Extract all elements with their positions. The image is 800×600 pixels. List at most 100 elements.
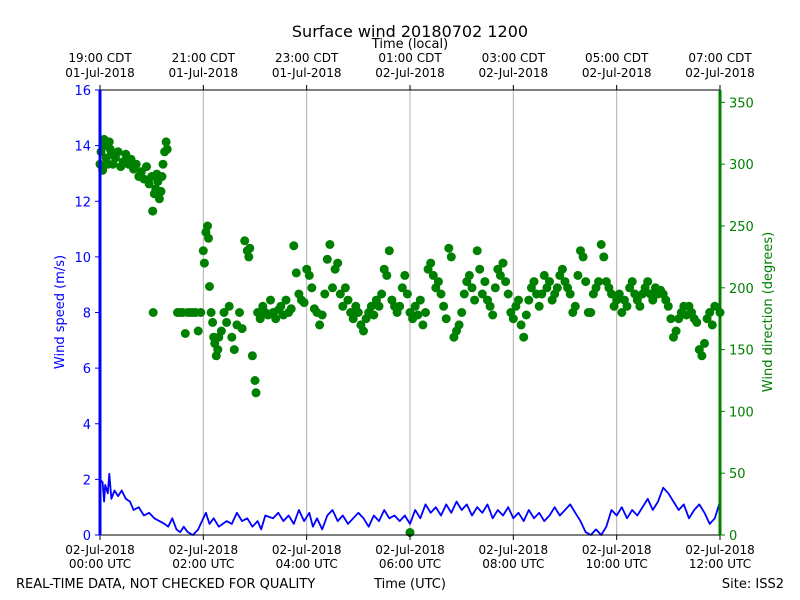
- wind-direction-point: [291, 268, 301, 278]
- wind-direction-point: [250, 376, 260, 385]
- top-tick-time: 07:00 CDT: [688, 51, 752, 65]
- wind-direction-point: [203, 221, 212, 231]
- top-tick-time: 05:00 CDT: [585, 51, 649, 65]
- wind-direction-point: [251, 388, 261, 398]
- wind-direction-point: [199, 258, 209, 268]
- bottom-tick-time: 04:00 UTC: [276, 557, 338, 571]
- wind-direction-point: [472, 246, 482, 256]
- wind-direction-point: [304, 270, 314, 280]
- wind-direction-point: [428, 270, 438, 280]
- bottom-tick-time: 08:00 UTC: [482, 557, 544, 571]
- wind-direction-point: [459, 289, 469, 299]
- wind-direction-point: [343, 295, 353, 305]
- wind-direction-point: [707, 320, 717, 330]
- wind-direction-point: [426, 258, 436, 268]
- bottom-tick-date: 02-Jul-2018: [582, 543, 652, 557]
- right-tick-label: 50: [729, 467, 746, 482]
- top-tick-time: 01:00 CDT: [378, 51, 442, 65]
- left-tick-label: 10: [74, 251, 91, 266]
- left-tick-label: 16: [74, 84, 91, 99]
- wind-direction-point: [485, 301, 495, 311]
- wind-direction-point: [113, 147, 123, 157]
- wind-direction-point: [446, 252, 456, 262]
- wind-direction-point: [240, 236, 250, 246]
- wind-direction-point: [501, 277, 511, 287]
- wind-direction-point: [514, 295, 523, 305]
- wind-direction-point: [570, 301, 580, 311]
- wind-direction-point: [490, 283, 500, 293]
- top-tick-date: 01-Jul-2018: [272, 66, 342, 80]
- wind-direction-point: [508, 314, 518, 324]
- wind-direction-point: [467, 283, 477, 293]
- top-tick-date: 02-Jul-2018: [685, 66, 755, 80]
- bottom-tick-date: 02-Jul-2018: [375, 543, 445, 557]
- wind-direction-point: [436, 289, 446, 299]
- wind-direction-point: [180, 329, 190, 338]
- wind-direction-point: [415, 295, 425, 305]
- bottom-tick-time: 02:00 UTC: [172, 557, 234, 571]
- wind-direction-point: [565, 289, 575, 299]
- wind-direction-point: [573, 270, 583, 280]
- wind-direction-point: [614, 289, 624, 299]
- wind-direction-point: [470, 295, 480, 305]
- wind-direction-point: [382, 270, 392, 280]
- wind-direction-point: [208, 317, 218, 327]
- wind-direction-point: [322, 254, 332, 264]
- wind-direction-point: [529, 277, 539, 287]
- bottom-tick-time: 10:00 UTC: [586, 557, 648, 571]
- wind-direction-point: [596, 240, 606, 249]
- top-tick-date: 01-Jul-2018: [169, 66, 239, 80]
- wind-direction-point: [148, 206, 158, 216]
- right-tick-label: 0: [729, 529, 737, 544]
- wind-direction-point: [235, 308, 244, 317]
- wind-direction-point: [395, 301, 405, 311]
- wind-direction-point: [498, 258, 508, 268]
- wind-direction-point: [333, 258, 343, 268]
- wind-direction-point: [148, 308, 158, 317]
- top-tick-date: 02-Jul-2018: [375, 66, 445, 80]
- wind-direction-point: [366, 301, 376, 311]
- wind-direction-point: [700, 338, 709, 348]
- wind-direction-point: [131, 159, 141, 169]
- left-axis-label: Wind speed (m/s): [53, 255, 68, 369]
- bottom-tick-date: 02-Jul-2018: [272, 543, 342, 557]
- wind-direction-point: [454, 320, 464, 330]
- wind-direction-point: [421, 308, 430, 317]
- left-tick-label: 0: [83, 529, 91, 544]
- top-tick-date: 02-Jul-2018: [479, 66, 549, 80]
- wind-direction-point: [635, 301, 645, 311]
- wind-direction-point: [477, 289, 487, 299]
- wind-direction-point: [205, 282, 214, 291]
- wind-direction-point: [276, 301, 286, 311]
- bottom-tick-date: 02-Jul-2018: [479, 543, 549, 557]
- wind-direction-point: [104, 137, 114, 147]
- top-tick-date: 01-Jul-2018: [65, 66, 135, 80]
- wind-direction-point: [353, 308, 363, 317]
- wind-direction-point: [377, 289, 387, 299]
- right-tick-label: 250: [729, 220, 754, 235]
- wind-direction-point: [299, 298, 309, 308]
- wind-direction-point: [524, 295, 534, 305]
- wind-direction-point: [158, 159, 168, 169]
- wind-direction-point: [534, 301, 544, 311]
- wind-direction-point: [198, 246, 208, 256]
- wind-direction-point: [193, 326, 203, 336]
- wind-direction-point: [244, 252, 254, 262]
- wind-direction-point: [204, 233, 213, 243]
- wind-direction-point: [599, 252, 609, 262]
- wind-direction-point: [617, 308, 627, 317]
- top-tick-date: 02-Jul-2018: [582, 66, 652, 80]
- wind-direction-point: [537, 289, 547, 299]
- wind-direction-point: [622, 301, 632, 311]
- wind-direction-point: [607, 289, 616, 299]
- bottom-tick-date: 02-Jul-2018: [65, 543, 135, 557]
- top-tick-time: 21:00 CDT: [172, 51, 236, 65]
- left-tick-label: 6: [83, 362, 91, 377]
- quality-disclaimer: REAL-TIME DATA, NOT CHECKED FOR QUALITY: [16, 577, 315, 592]
- left-tick-label: 4: [83, 418, 91, 433]
- top-tick-time: 19:00 CDT: [68, 51, 132, 65]
- wind-direction-point: [384, 246, 394, 256]
- wind-direction-point: [410, 301, 420, 311]
- wind-direction-point: [206, 308, 216, 317]
